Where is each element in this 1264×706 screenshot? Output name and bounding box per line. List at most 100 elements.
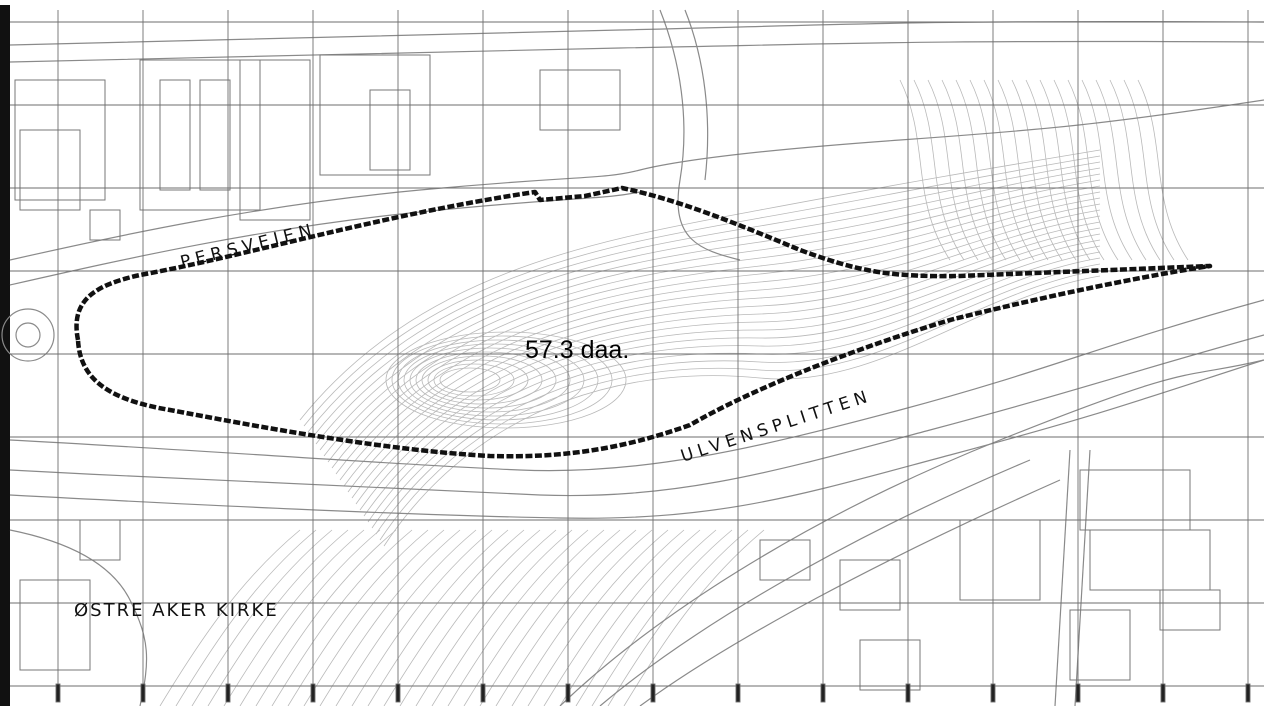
contour-line bbox=[385, 331, 627, 429]
grid-tick bbox=[55, 683, 61, 703]
grid-tick bbox=[735, 683, 741, 703]
contour-line bbox=[351, 227, 1101, 499]
persveien-road-edge-1 bbox=[9, 99, 1264, 261]
contour-line bbox=[1109, 79, 1161, 261]
contour-line bbox=[409, 347, 571, 413]
right-vertical-road-2 bbox=[1074, 449, 1091, 706]
ulvensplitten-edge-3 bbox=[9, 359, 1264, 519]
contour-line bbox=[271, 529, 413, 706]
contour-line bbox=[607, 529, 749, 706]
diagonal-road-3 bbox=[639, 479, 1061, 706]
contour-line bbox=[1053, 79, 1105, 261]
contour-line bbox=[355, 233, 1101, 505]
road-lines bbox=[1, 9, 1264, 706]
grid-tick bbox=[310, 683, 316, 703]
grid-tick bbox=[1075, 683, 1081, 703]
contour-line bbox=[1025, 79, 1077, 261]
contour-line bbox=[331, 197, 1101, 469]
contour-line bbox=[319, 529, 461, 706]
contour-line bbox=[421, 355, 543, 405]
church-label: ØSTRE AKER KIRKE bbox=[74, 600, 279, 621]
contour-line bbox=[591, 529, 733, 706]
grid-tick bbox=[140, 683, 146, 703]
contour-line bbox=[255, 529, 397, 706]
contour-line bbox=[941, 79, 993, 261]
building bbox=[239, 59, 311, 221]
contour-line bbox=[1067, 79, 1119, 261]
area-label: 57.3 daa. bbox=[525, 336, 629, 364]
grid-tick bbox=[1160, 683, 1166, 703]
contour-line bbox=[403, 343, 585, 417]
contour-line bbox=[1137, 79, 1189, 261]
contour-line bbox=[1123, 79, 1175, 261]
contour-line bbox=[399, 529, 541, 706]
contour-line bbox=[495, 529, 637, 706]
contour-line bbox=[439, 367, 501, 393]
contour-line bbox=[433, 363, 515, 397]
grid-tick bbox=[565, 683, 571, 703]
building bbox=[539, 69, 621, 131]
map-frame-left bbox=[0, 0, 10, 706]
building bbox=[89, 209, 121, 241]
contour-line bbox=[207, 529, 349, 706]
map-frame-top bbox=[0, 0, 1264, 5]
grid-tick bbox=[395, 683, 401, 703]
contour-line bbox=[431, 529, 573, 706]
contour-line bbox=[363, 245, 1101, 517]
contour-line bbox=[383, 529, 525, 706]
contour-line bbox=[543, 529, 685, 706]
contour-line bbox=[299, 149, 1101, 421]
coordinate-grid bbox=[10, 10, 1264, 703]
building bbox=[19, 129, 81, 211]
building bbox=[1089, 529, 1211, 591]
ulvensplitten-edge-1 bbox=[9, 299, 1264, 472]
contour-line bbox=[335, 203, 1101, 475]
site-boundary bbox=[74, 185, 1213, 459]
contour-line bbox=[479, 529, 621, 706]
grid-tick bbox=[905, 683, 911, 703]
contour-line bbox=[559, 529, 701, 706]
building bbox=[1069, 609, 1131, 681]
grid-tick bbox=[225, 683, 231, 703]
contour-line bbox=[527, 529, 669, 706]
contour-line bbox=[359, 239, 1101, 511]
contour-line bbox=[1081, 79, 1133, 261]
top-highway-edge-2 bbox=[9, 40, 1264, 63]
contour-line bbox=[379, 269, 1101, 541]
contour-line bbox=[339, 209, 1101, 481]
contour-line bbox=[307, 161, 1101, 433]
contour-line bbox=[955, 79, 1007, 261]
grid-tick bbox=[480, 683, 486, 703]
ramp-road-edge-2 bbox=[684, 9, 709, 181]
roundabout-inner bbox=[15, 322, 41, 348]
contour-lines bbox=[159, 79, 1189, 706]
contour-line bbox=[415, 351, 557, 409]
building bbox=[859, 639, 921, 691]
grid-tick bbox=[650, 683, 656, 703]
building bbox=[159, 79, 191, 191]
building bbox=[199, 79, 231, 191]
ramp-road-edge-1 bbox=[659, 9, 741, 261]
contour-line bbox=[303, 529, 445, 706]
contour-line bbox=[997, 79, 1049, 261]
contour-line bbox=[335, 529, 477, 706]
contour-line bbox=[391, 335, 613, 425]
building bbox=[14, 79, 106, 201]
contour-line bbox=[159, 529, 301, 706]
contour-line bbox=[311, 167, 1101, 439]
contour-line bbox=[969, 79, 1021, 261]
contour-line bbox=[191, 529, 333, 706]
building bbox=[139, 59, 261, 211]
contour-line bbox=[319, 179, 1101, 451]
roundabout bbox=[1, 308, 55, 362]
right-vertical-road-1 bbox=[1054, 449, 1071, 706]
building bbox=[759, 539, 811, 581]
contour-line bbox=[415, 529, 557, 706]
contour-line bbox=[623, 529, 765, 706]
building bbox=[369, 89, 411, 171]
contour-line bbox=[315, 173, 1101, 445]
contour-line bbox=[375, 263, 1101, 535]
contour-line bbox=[575, 529, 717, 706]
contour-line bbox=[367, 251, 1101, 523]
